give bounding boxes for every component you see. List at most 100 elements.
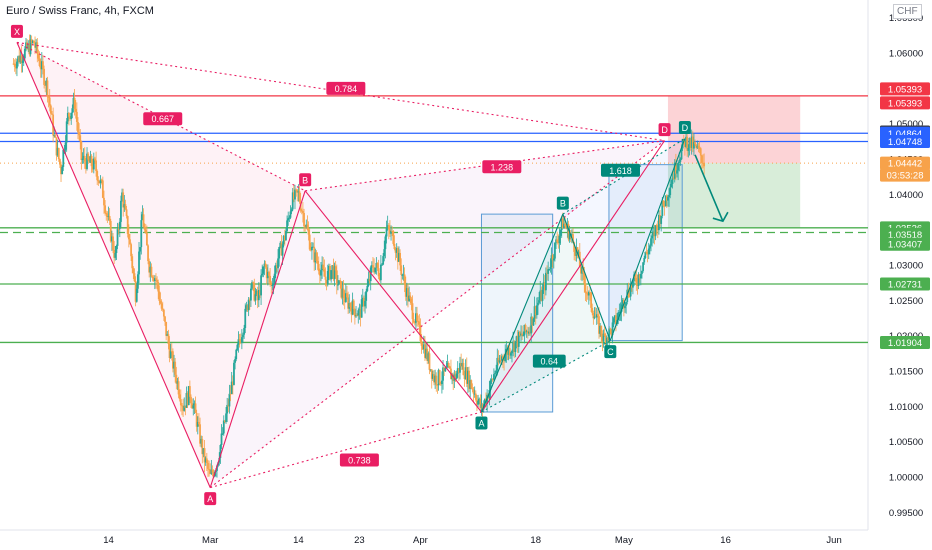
candle (439, 383, 442, 385)
candle (187, 386, 190, 406)
candle (62, 149, 65, 167)
leg-bc-inner[interactable] (562, 213, 611, 341)
leg-cd[interactable] (481, 140, 666, 413)
candle (537, 302, 539, 306)
candle (132, 268, 135, 274)
candle (703, 163, 706, 167)
pattern-point-label-text: B (560, 199, 566, 209)
candle (35, 42, 38, 48)
candle (259, 289, 261, 296)
candle (503, 359, 505, 361)
candle (169, 351, 172, 358)
candle (596, 314, 599, 317)
candle (210, 469, 213, 474)
candle (300, 210, 303, 212)
ratio-label[interactable]: 0.64 (532, 354, 566, 368)
price-tag[interactable]: 1.04748 (880, 134, 930, 148)
candle (308, 234, 311, 250)
candle (129, 239, 131, 245)
price-tag[interactable]: 1.04442 (880, 156, 930, 170)
ratio-label[interactable]: 1.238 (482, 160, 522, 174)
candle (564, 223, 567, 227)
candle (530, 316, 533, 334)
ratio-label[interactable]: 1.618 (600, 163, 640, 177)
candle (256, 290, 259, 301)
pattern-point-label[interactable]: A (475, 416, 488, 430)
price-tag-text: 1.04864 (888, 129, 922, 140)
candle (506, 348, 509, 355)
price-tag[interactable]: 1.03518 (880, 227, 930, 241)
candle (296, 189, 299, 193)
pattern-point-label[interactable]: D (678, 121, 691, 135)
candle (309, 249, 312, 251)
price-tag[interactable]: 1.05393 (880, 82, 930, 96)
candle (229, 393, 232, 395)
candle (415, 313, 417, 323)
take-profit-zone[interactable] (667, 163, 801, 228)
measure-box-ab[interactable] (480, 213, 554, 413)
candle (340, 281, 343, 298)
pattern-point-label[interactable]: A (204, 492, 217, 506)
candle (280, 242, 283, 256)
candle (676, 170, 678, 174)
candle (376, 262, 379, 269)
candle (190, 396, 192, 404)
candle (518, 332, 521, 336)
candle (55, 137, 58, 156)
price-tag[interactable]: 1.03407 (880, 237, 930, 251)
leg-bc[interactable] (304, 190, 482, 413)
candle (431, 374, 434, 379)
candle (70, 112, 73, 119)
candle (59, 159, 61, 165)
price-tag[interactable]: 03:53:28 (880, 168, 930, 182)
candle (83, 155, 86, 162)
pattern-point-label[interactable]: D (658, 123, 671, 137)
candle (377, 268, 380, 277)
price-tag-bg (880, 156, 930, 170)
candle (608, 328, 611, 341)
pattern-point-label[interactable]: B (556, 196, 569, 210)
candle (447, 363, 450, 367)
candle (389, 229, 391, 234)
ratio-label[interactable]: 0.667 (143, 112, 183, 126)
candle (49, 105, 52, 114)
candle (198, 421, 200, 425)
candle (580, 266, 582, 274)
candle (43, 68, 45, 85)
projection-arrow[interactable] (694, 154, 724, 222)
candle (153, 278, 156, 281)
candle (412, 319, 415, 323)
price-tag[interactable]: 1.05393 (880, 96, 930, 110)
candle (617, 312, 620, 320)
candle (92, 158, 95, 170)
price-tag[interactable]: 1.01904 (880, 335, 930, 349)
ratio-label[interactable]: 0.784 (326, 81, 366, 95)
currency-button[interactable]: CHF (893, 4, 922, 19)
leg-cd-inner[interactable] (609, 138, 686, 341)
candle (20, 55, 23, 63)
candle (152, 278, 155, 281)
candle (680, 148, 683, 160)
candle (288, 217, 291, 219)
pattern-point-label[interactable]: C (604, 345, 617, 359)
price-tag[interactable]: 1.02731 (880, 277, 930, 291)
arrow-head (712, 211, 729, 223)
ratio-ac[interactable] (210, 411, 482, 489)
ratio-xb[interactable] (16, 41, 306, 192)
leg-ab-inner[interactable] (480, 213, 564, 413)
pattern-point-label[interactable]: X (10, 24, 23, 38)
candle (220, 433, 223, 446)
candle (237, 339, 240, 345)
ratio-xd[interactable] (16, 41, 665, 142)
price-tag-text: 1.04442 (888, 159, 922, 170)
candle (607, 337, 609, 341)
ratio-label[interactable]: 0.738 (339, 453, 379, 467)
candle (89, 155, 92, 163)
pattern-point-label[interactable]: B (299, 173, 312, 187)
candle (525, 331, 528, 333)
leg-xa[interactable] (16, 42, 211, 488)
candle (370, 265, 373, 268)
y-tick-label: 1.01000 (889, 402, 923, 413)
leg-ab[interactable] (209, 190, 306, 488)
